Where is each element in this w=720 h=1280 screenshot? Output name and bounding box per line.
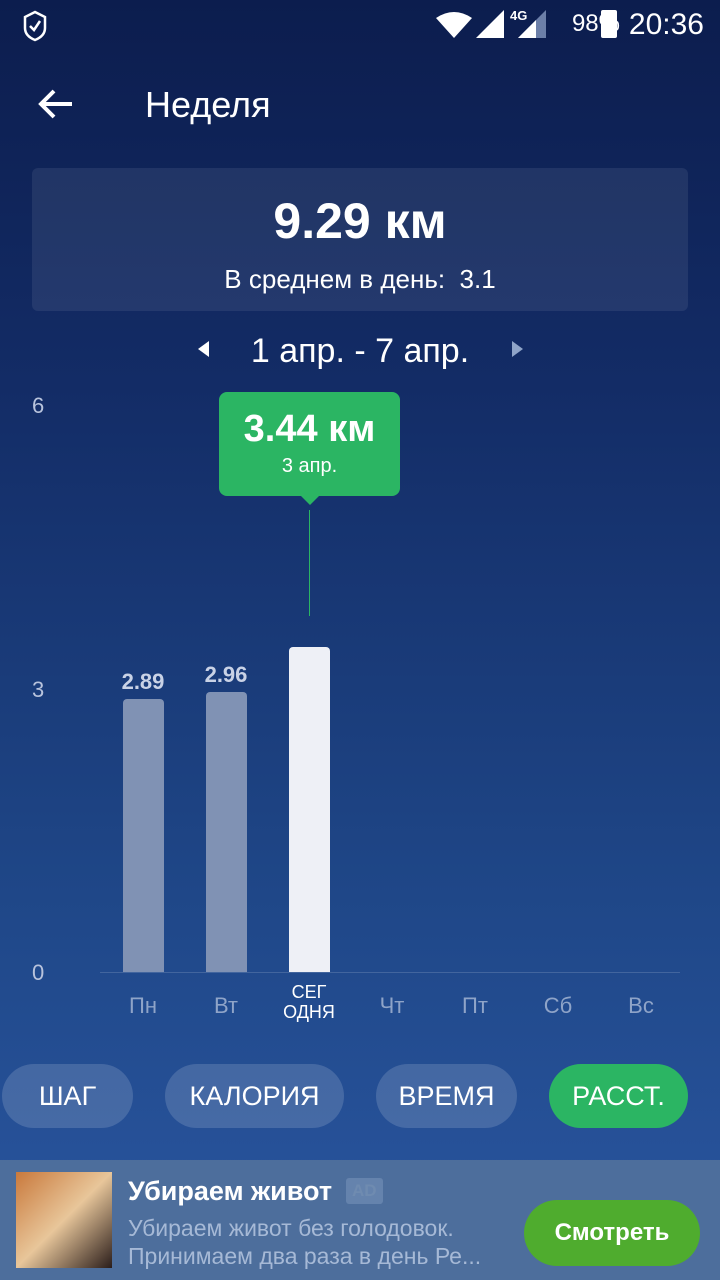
ad-image [16, 1172, 112, 1268]
ad-title: Убираем живот [128, 1176, 333, 1206]
tab-calories[interactable]: КАЛОРИЯ [165, 1064, 344, 1128]
daily-average: В среднем в день: 3.1 [32, 264, 688, 295]
x-tick-label: Пт [462, 993, 488, 1018]
x-tick-label: Сб [543, 993, 573, 1018]
total-distance: 9.29 км [273, 193, 447, 249]
network-type: 4G [510, 8, 528, 23]
tooltip-line [309, 510, 310, 616]
battery-icon [601, 10, 617, 38]
bar[interactable] [289, 646, 330, 972]
y-tick-label: 0 [32, 960, 45, 985]
bar-value-label: 2.96 [204, 662, 248, 688]
clock: 20:36 [628, 8, 704, 41]
x-tick-label: Вт [213, 993, 239, 1018]
ad-banner[interactable]: Убираем живот AD Убираем живот без голод… [0, 1160, 720, 1280]
chart-baseline [100, 972, 680, 973]
chart-tooltip: 3.44 км 3 апр. [219, 392, 400, 505]
ad-badge: AD [346, 1178, 383, 1204]
avg-label: В среднем в день: [224, 264, 446, 294]
shield-check-icon [23, 10, 47, 42]
page-title: Неделя [145, 84, 271, 125]
tab-time[interactable]: ВРЕМЯ [376, 1064, 517, 1128]
bar[interactable] [123, 698, 164, 972]
avg-value: 3.1 [459, 264, 496, 294]
ad-desc-line1: Убираем живот без голодовок. [128, 1215, 454, 1241]
status-bar: 4G 98% 20:36 [0, 0, 720, 52]
wifi-icon [436, 12, 472, 38]
tooltip-value: 3.44 км [243, 408, 376, 450]
summary-card: 9.29 км В среднем в день: 3.1 [32, 168, 688, 311]
next-week-button[interactable] [512, 341, 523, 357]
x-tick-label: Вс [628, 993, 654, 1018]
bar-value-label: 2.89 [121, 668, 165, 694]
signal-icon-2 [518, 10, 546, 38]
date-range: 1 апр. - 7 апр. [250, 332, 470, 370]
y-tick-label: 3 [32, 676, 45, 702]
prev-week-button[interactable] [198, 341, 209, 357]
bar[interactable] [206, 692, 247, 972]
y-tick-label: 6 [32, 393, 45, 418]
arrow-left-icon[interactable] [36, 84, 76, 124]
tab-distance[interactable]: РАССТ. [549, 1064, 688, 1128]
ad-description: Убираем живот без голодовок. Принимаем дв… [128, 1214, 481, 1270]
ad-desc-line2: Принимаем два раза в день Ре... [128, 1243, 482, 1269]
ad-watch-button[interactable]: Смотреть [524, 1200, 700, 1266]
tooltip-date: 3 апр. [281, 455, 338, 477]
x-tick-label: Пн [129, 993, 157, 1018]
x-tick-label: Чт [379, 993, 405, 1018]
signal-icon [476, 10, 504, 38]
tab-steps[interactable]: ШАГ [2, 1064, 133, 1128]
x-tick-label: СЕГ ОДНЯ [283, 982, 335, 1022]
